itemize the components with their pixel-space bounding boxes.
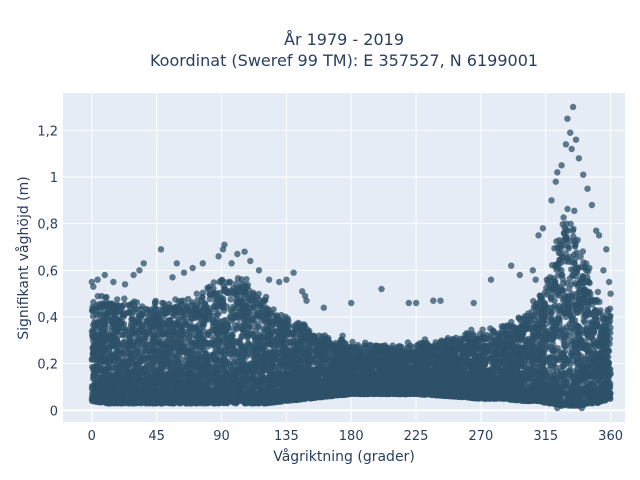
data-point: [269, 327, 277, 334]
data-point: [571, 207, 578, 214]
data-point: [553, 238, 560, 245]
data-point: [193, 290, 200, 297]
data-point: [206, 332, 214, 339]
data-point: [558, 271, 565, 278]
data-point: [255, 322, 262, 329]
data-points: [88, 103, 614, 412]
data-point: [564, 205, 571, 213]
data-point: [123, 327, 131, 335]
data-point: [577, 253, 584, 260]
data-point: [89, 313, 97, 320]
data-point: [567, 366, 574, 373]
data-point: [563, 280, 571, 287]
data-point: [567, 220, 574, 227]
data-point: [565, 285, 573, 292]
data-point: [121, 295, 128, 302]
data-point: [579, 248, 586, 255]
data-point: [238, 333, 245, 340]
data-point: [200, 328, 207, 335]
data-point: [114, 296, 121, 303]
